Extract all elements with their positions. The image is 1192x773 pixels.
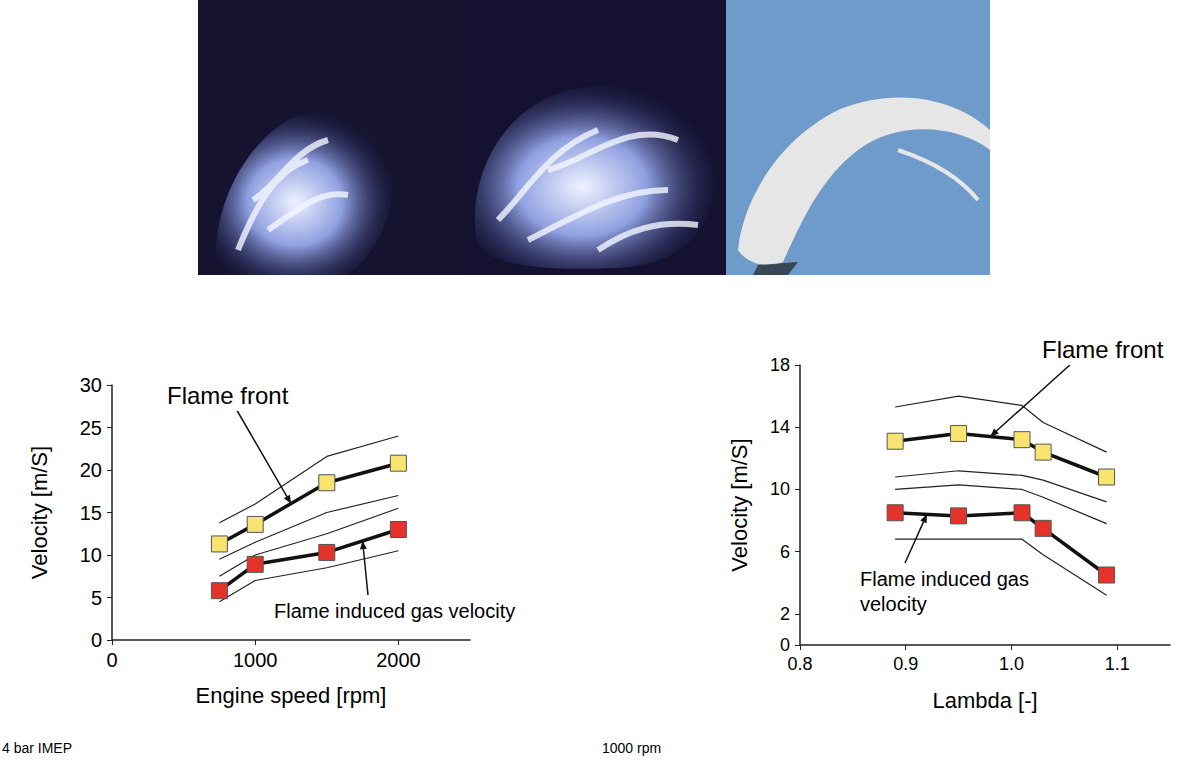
svg-text:0.8: 0.8 bbox=[787, 654, 812, 674]
svg-text:velocity: velocity bbox=[860, 593, 927, 615]
svg-text:Flame front: Flame front bbox=[1042, 336, 1164, 363]
svg-text:2000: 2000 bbox=[376, 649, 421, 671]
svg-text:4 bar IMEP: 4 bar IMEP bbox=[2, 740, 72, 756]
svg-text:10: 10 bbox=[770, 479, 790, 499]
svg-text:6: 6 bbox=[780, 542, 790, 562]
svg-text:1.1: 1.1 bbox=[1105, 654, 1130, 674]
svg-text:1000 rpm: 1000 rpm bbox=[602, 740, 661, 756]
svg-text:2: 2 bbox=[780, 604, 790, 624]
svg-text:14: 14 bbox=[770, 417, 790, 437]
svg-text:20: 20 bbox=[80, 459, 102, 481]
svg-text:25: 25 bbox=[80, 417, 102, 439]
svg-text:Engine speed [rpm]: Engine speed [rpm] bbox=[196, 683, 387, 708]
svg-text:Velocity [m/S]: Velocity [m/S] bbox=[727, 438, 752, 571]
svg-text:10: 10 bbox=[80, 544, 102, 566]
svg-text:0: 0 bbox=[780, 635, 790, 655]
svg-text:0: 0 bbox=[106, 649, 117, 671]
svg-text:Flame induced gas velocity: Flame induced gas velocity bbox=[274, 600, 515, 622]
svg-text:Flame front: Flame front bbox=[167, 382, 289, 409]
svg-text:5: 5 bbox=[91, 587, 102, 609]
svg-text:0.9: 0.9 bbox=[893, 654, 918, 674]
svg-text:1000: 1000 bbox=[233, 649, 278, 671]
svg-text:Lambda [-]: Lambda [-] bbox=[932, 688, 1037, 713]
svg-text:1.0: 1.0 bbox=[999, 654, 1024, 674]
svg-text:0: 0 bbox=[91, 629, 102, 651]
svg-text:30: 30 bbox=[80, 374, 102, 396]
svg-text:18: 18 bbox=[770, 355, 790, 375]
svg-text:Flame induced gas: Flame induced gas bbox=[860, 568, 1035, 590]
svg-text:15: 15 bbox=[80, 502, 102, 524]
svg-text:Velocity [m/S]: Velocity [m/S] bbox=[27, 446, 52, 579]
